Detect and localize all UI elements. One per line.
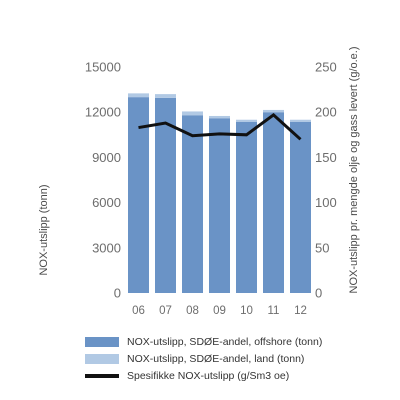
x-tick-06: 06: [132, 305, 145, 317]
bar-land-07: [155, 94, 176, 98]
bar-offshore-10: [236, 121, 257, 293]
legend: NOX-utslipp, SDØE-andel, offshore (tonn)…: [85, 334, 395, 385]
bar-offshore-08: [182, 115, 203, 293]
legend-swatch-land: [85, 353, 119, 364]
left-tick-9000: 9000: [92, 150, 121, 165]
bar-land-06: [128, 93, 149, 98]
right-tick-0: 0: [315, 286, 322, 301]
bar-land-08: [182, 111, 203, 116]
legend-item-offshore: NOX-utslipp, SDØE-andel, offshore (tonn): [85, 334, 395, 349]
right-tick-200: 200: [315, 105, 337, 120]
line-specific-nox: [138, 112, 302, 141]
left-axis-title: NOX-utslipp (tonn): [38, 184, 50, 275]
left-tick-12000: 12000: [85, 105, 121, 120]
x-tick-12: 12: [294, 305, 307, 317]
right-axis-ticks: 0 50 100 150 200 250: [315, 60, 337, 301]
bar-offshore-06: [128, 97, 149, 293]
left-tick-0: 0: [114, 286, 121, 301]
line-layer: [138, 112, 302, 141]
x-tick-07: 07: [159, 305, 172, 317]
left-tick-6000: 6000: [92, 195, 121, 210]
right-tick-150: 150: [315, 150, 337, 165]
bar-land-09: [209, 115, 230, 119]
right-tick-100: 100: [315, 195, 337, 210]
legend-item-specific: Spesifikke NOX-utslipp (g/Sm3 oe): [85, 368, 395, 383]
bar-offshore-11: [263, 112, 284, 293]
legend-label-specific: Spesifikke NOX-utslipp (g/Sm3 oe): [127, 369, 290, 382]
bar-land-10: [236, 119, 257, 122]
bar-land-11: [263, 109, 284, 113]
x-tick-11: 11: [268, 305, 280, 317]
bars-layer: [128, 93, 311, 294]
legend-swatch-specific: [85, 373, 119, 378]
x-tick-09: 09: [213, 305, 226, 317]
x-tick-10: 10: [240, 305, 253, 317]
x-tick-08: 08: [186, 305, 199, 317]
left-tick-15000: 15000: [85, 60, 121, 75]
bar-offshore-07: [155, 97, 176, 294]
legend-swatch-offshore: [85, 336, 119, 347]
right-axis-title: NOX-utslipp pr. mengde olje og gass leve…: [348, 46, 360, 293]
legend-label-offshore: NOX-utslipp, SDØE-andel, offshore (tonn): [127, 335, 323, 348]
legend-item-land: NOX-utslipp, SDØE-andel, land (tonn): [85, 351, 395, 366]
left-tick-3000: 3000: [92, 240, 121, 255]
bar-offshore-12: [290, 121, 311, 293]
right-tick-250: 250: [315, 60, 337, 75]
bar-offshore-09: [209, 118, 230, 293]
x-axis-ticks: 06 07 08 09 10 11 12: [132, 305, 307, 317]
left-axis-ticks: 0 3000 6000 9000 12000 15000: [85, 60, 121, 301]
legend-label-land: NOX-utslipp, SDØE-andel, land (tonn): [127, 352, 305, 365]
bar-land-12: [290, 119, 311, 122]
right-tick-50: 50: [315, 240, 329, 255]
